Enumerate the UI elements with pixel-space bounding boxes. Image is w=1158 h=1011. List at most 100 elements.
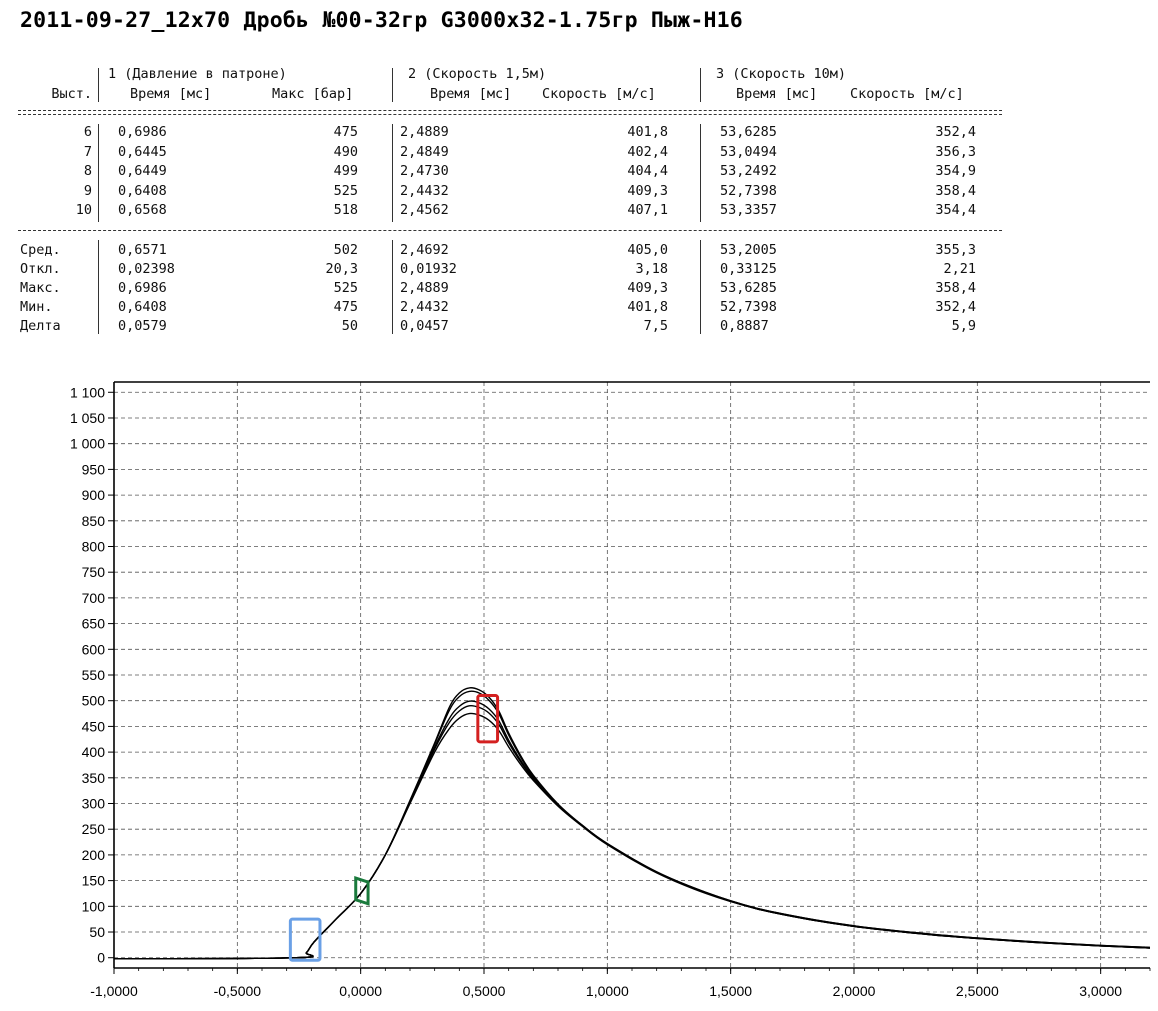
y-tick-label: 550 — [82, 667, 106, 683]
table-cell: 0,0457 — [400, 318, 449, 334]
group-header-velocity-1-5m: 2 (Скорость 1,5м) — [408, 66, 547, 82]
table-cell: 53,2492 — [720, 163, 777, 179]
y-tick-label: 900 — [82, 487, 106, 503]
table-cell: 2,4889 — [400, 124, 449, 140]
table-cell: 53,6285 — [720, 280, 777, 296]
chart-grid — [113, 382, 1150, 968]
column-divider — [98, 124, 99, 222]
y-tick-label: 750 — [82, 564, 106, 580]
table-cell: 2,4432 — [400, 182, 449, 199]
y-tick-label: 500 — [82, 693, 106, 709]
group-header-velocity-10m: 3 (Скорость 10м) — [716, 66, 847, 82]
chart-axes: 0 50 100 150 200 250 300 350 400 450 500 550 600 650 7… — [70, 381, 1151, 999]
y-tick-label: 1 000 — [70, 436, 105, 452]
y-tick-label: 1 100 — [70, 384, 105, 400]
table-cell: 499 — [333, 163, 358, 179]
table-cell: 355,3 — [935, 242, 976, 258]
table-cell: 0,6568 — [118, 202, 167, 218]
report-title: 2011-09-27_12x70 Дробь №00-32гр G3000х32… — [20, 8, 743, 33]
x-tick-label: -1,0000 — [90, 983, 138, 999]
table-cell: Мин. — [20, 299, 53, 315]
y-tick-label: 950 — [82, 461, 106, 477]
y-tick-label: 300 — [82, 796, 106, 812]
column-header-velocity-2: Скорость [м/с] — [542, 86, 656, 102]
pressure-trace — [113, 712, 1151, 960]
table-cell: 525 — [333, 182, 358, 199]
table-cell: Откл. — [20, 261, 61, 277]
column-divider — [700, 240, 701, 334]
table-cell: 518 — [333, 202, 358, 218]
pressure-curve-chart: 0 50 100 150 200 250 300 350 400 450 500 550 600 650 7… — [70, 381, 1151, 999]
column-divider — [392, 240, 393, 334]
y-tick-label: 650 — [82, 616, 106, 632]
table-cell: 401,8 — [627, 124, 668, 140]
table-cell: 409,3 — [627, 280, 668, 296]
y-tick-label: 450 — [82, 718, 106, 734]
x-tick-label: 1,5000 — [709, 983, 752, 999]
table-cell: 490 — [333, 143, 358, 160]
column-divider — [392, 124, 393, 222]
table-cell: 3,18 — [635, 261, 668, 277]
table-cell: 50 — [341, 318, 358, 334]
group-header-pressure: 1 (Давление в патроне) — [108, 66, 287, 82]
table-cell: 8 — [83, 163, 92, 179]
y-tick-label: 400 — [82, 744, 106, 760]
table-cell: 5,9 — [951, 318, 976, 334]
stats-separator — [18, 230, 1002, 231]
table-cell: 53,6285 — [720, 124, 777, 140]
table-cell: Делта — [20, 318, 61, 334]
y-tick-label: 200 — [82, 847, 106, 863]
table-cell: 407,1 — [627, 202, 668, 218]
pressure-trace — [113, 687, 1151, 960]
table-cell: 52,7398 — [720, 299, 777, 315]
table-cell: 475 — [333, 299, 358, 315]
column-header-time-1: Время [мс] — [130, 86, 212, 102]
table-cell: 0,33125 — [720, 261, 777, 277]
table-cell: 352,4 — [935, 299, 976, 315]
table-cell: 0,8887 — [720, 318, 769, 334]
table-cell: 0,6408 — [118, 182, 167, 199]
table-cell: 2,4692 — [400, 242, 449, 258]
y-tick-label: 250 — [82, 821, 106, 837]
highlight-marker — [288, 917, 322, 962]
x-tick-label: 0,0000 — [339, 983, 382, 999]
table-cell: 354,9 — [935, 163, 976, 179]
table-cell: 0,6445 — [118, 143, 167, 160]
table-cell: Макс. — [20, 280, 61, 296]
y-tick-label: 100 — [82, 898, 106, 914]
table-cell: 502 — [333, 242, 358, 258]
x-tick-label: 2,5000 — [956, 983, 999, 999]
table-cell: 2,4432 — [400, 299, 449, 315]
table-cell: 53,2005 — [720, 242, 777, 258]
column-header-time-3: Время [мс] — [736, 86, 818, 102]
table-cell: 402,4 — [627, 143, 668, 160]
table-cell: 358,4 — [935, 280, 976, 296]
table-cell: 525 — [333, 280, 358, 296]
column-header-shot: Выст. — [51, 86, 92, 102]
table-cell: 2,4562 — [400, 202, 449, 218]
table-cell: 354,4 — [935, 202, 976, 218]
x-tick-label: 0,5000 — [463, 983, 506, 999]
table-cell: 53,0494 — [720, 143, 777, 160]
chart-series — [113, 687, 1151, 960]
table-cell: 0,02398 — [118, 261, 175, 277]
table-cell: 0,01932 — [400, 261, 457, 277]
table-cell: 475 — [333, 124, 358, 140]
table-cell: 0,6986 — [118, 124, 167, 140]
table-cell: 356,3 — [935, 143, 976, 160]
results-table: 1 (Давление в патроне) 2 (Скорость 1,5м)… — [0, 62, 1158, 362]
column-divider — [700, 124, 701, 222]
table-cell: 409,3 — [627, 182, 668, 199]
y-tick-label: 50 — [89, 924, 105, 940]
table-cell: 53,3357 — [720, 202, 777, 218]
column-header-time-2: Время [мс] — [430, 86, 512, 102]
y-tick-label: 850 — [82, 513, 106, 529]
table-cell: 2,21 — [943, 261, 976, 277]
table-cell: 0,6408 — [118, 299, 167, 315]
column-divider — [98, 240, 99, 334]
x-tick-label: 2,0000 — [833, 983, 876, 999]
table-cell: 2,4730 — [400, 163, 449, 179]
table-cell: 9 — [83, 182, 92, 199]
column-divider — [700, 68, 701, 102]
table-cell: 52,7398 — [720, 182, 777, 199]
